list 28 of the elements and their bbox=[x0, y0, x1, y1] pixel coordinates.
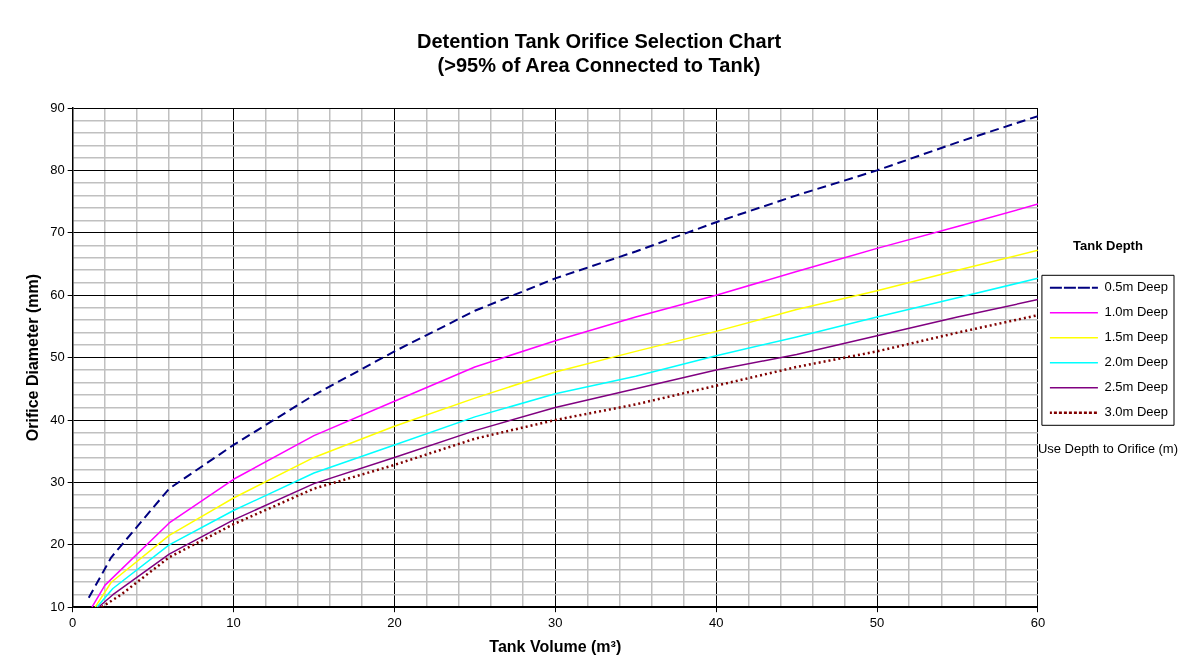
chart-title: Detention Tank Orifice Selection Chart (>95% of Area Connected to Tank) bbox=[416, 29, 782, 76]
y-tick-label: 30 bbox=[50, 473, 65, 489]
x-tick-label: 10 bbox=[226, 614, 241, 630]
legend-label: 1.0m Deep bbox=[1104, 304, 1168, 320]
x-tick-label: 60 bbox=[1030, 614, 1046, 630]
legend-label: 1.5m Deep bbox=[1104, 329, 1168, 345]
legend-title: Tank Depth bbox=[1073, 237, 1143, 253]
y-tick-label: 50 bbox=[50, 349, 65, 365]
legend-label: 0.5m Deep bbox=[1104, 279, 1168, 295]
legend-label: 2.5m Deep bbox=[1104, 379, 1168, 395]
x-tick-label: 0 bbox=[69, 614, 77, 630]
y-tick-label: 20 bbox=[50, 536, 65, 552]
x-axis-title: Tank Volume (m³) bbox=[489, 637, 622, 655]
y-tick-label: 90 bbox=[50, 99, 65, 115]
x-tick-label: 50 bbox=[869, 614, 885, 630]
legend-label: 2.0m Deep bbox=[1104, 354, 1168, 370]
x-tick-label: 40 bbox=[708, 614, 724, 630]
y-tick-label: 40 bbox=[50, 411, 65, 427]
y-tick-label: 10 bbox=[50, 598, 65, 614]
y-tick-label: 80 bbox=[50, 161, 65, 177]
legend-label: 3.0m Deep bbox=[1104, 404, 1168, 420]
x-tick-label: 20 bbox=[387, 614, 402, 630]
x-tick-label: 30 bbox=[548, 614, 563, 630]
y-tick-label: 60 bbox=[50, 286, 65, 302]
y-tick-label: 70 bbox=[50, 224, 65, 240]
y-axis-title: Orifice Diameter (mm) bbox=[24, 274, 42, 442]
line-series bbox=[87, 115, 1038, 599]
annotation: Use Depth to Orifice (m) bbox=[1036, 440, 1180, 459]
